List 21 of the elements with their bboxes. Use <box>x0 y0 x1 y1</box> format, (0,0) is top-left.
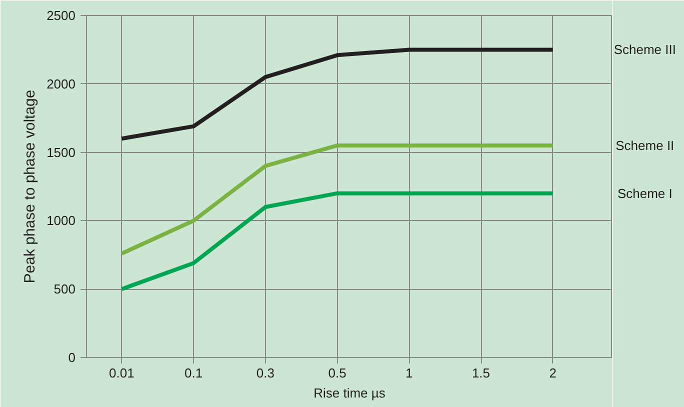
x-tick-label: 0.3 <box>256 366 274 380</box>
line-series <box>120 191 555 292</box>
x-tick-label: 1 <box>406 366 413 380</box>
y-tick-label: 500 <box>54 282 76 297</box>
x-tick-label: 0.5 <box>328 366 346 380</box>
line-series <box>120 143 555 256</box>
x-tick-label: 2 <box>549 366 556 380</box>
y-axis-title: Peak phase to phase voltage <box>22 90 39 284</box>
x-tick-label: 0.01 <box>109 366 134 380</box>
text: Scheme II <box>616 138 674 153</box>
y-tick-label: 1000 <box>46 213 76 228</box>
x-tick-label: 1.5 <box>472 366 490 380</box>
x-tick-label: 0.1 <box>184 366 203 380</box>
text: Scheme I <box>617 186 672 201</box>
y-tick-label: 2000 <box>46 76 76 92</box>
line-series <box>120 48 555 141</box>
x-axis-title: Rise time µs <box>314 386 386 400</box>
text: Scheme III <box>614 42 676 58</box>
y-tick-label: 0 <box>68 350 76 365</box>
y-tick-label: 2500 <box>46 8 76 23</box>
y-tick-label: 1500 <box>46 144 76 160</box>
